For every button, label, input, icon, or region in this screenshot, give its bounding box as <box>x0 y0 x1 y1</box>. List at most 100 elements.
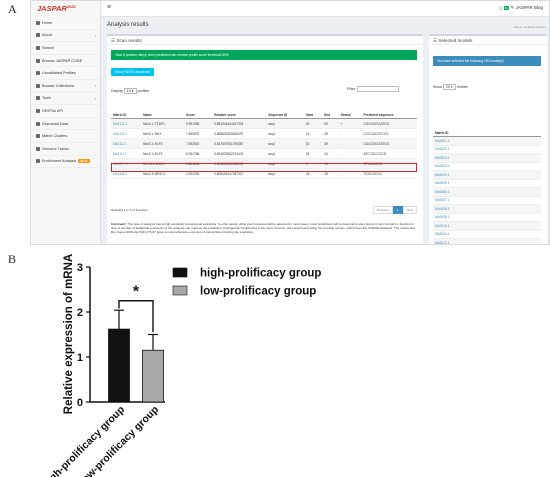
legend-label: low-prolificacy group <box>200 286 316 298</box>
column-header[interactable]: Relative score <box>212 112 267 119</box>
download-icon <box>36 121 40 126</box>
display-select[interactable]: 10 ▾ <box>123 88 137 94</box>
table-cell: NKX6-1::BARH <box>141 158 184 169</box>
cluster-icon <box>36 134 40 139</box>
sidebar-item[interactable]: Enrichment Analysis BETA <box>31 156 100 169</box>
scan-results-header: ☰ Scan results <box>107 36 423 45</box>
sidebar-item[interactable]: RESTful API <box>31 105 100 118</box>
logo[interactable]: JASPAR2022 <box>37 4 76 13</box>
matrix-id-link[interactable]: MA0006.1 <box>433 187 541 197</box>
collection-icon <box>36 83 40 88</box>
matrix-id-link[interactable]: MA0002.1 <box>433 145 541 154</box>
table-row: MA0004.1 <box>433 170 541 180</box>
table-row: MA0008.1 <box>433 204 541 214</box>
next-button[interactable]: Next <box>402 206 417 214</box>
table-cell: 0.824802346933092 <box>212 158 267 169</box>
table-cell: 30 <box>303 118 323 129</box>
page-button[interactable]: 1 <box>392 206 403 214</box>
matrix-id-link[interactable]: MA0009.1 <box>433 213 541 222</box>
significance-bracket <box>118 300 154 333</box>
chevron-left-icon: ‹ <box>94 95 96 101</box>
chevron-left-icon: ‹ <box>94 32 96 38</box>
matrix-id-link[interactable]: MA0012.1 <box>433 238 541 244</box>
matrix-id-link[interactable]: MA1536.1 <box>111 168 142 179</box>
wrench-icon <box>36 96 40 101</box>
column-header[interactable]: Sequence ID <box>266 112 304 119</box>
table-cell: Nkx3.1::ELF3 <box>141 138 184 149</box>
sidebar-item[interactable]: Browse JASPAR CORE <box>31 55 100 68</box>
y-tick-label: 2 <box>77 307 83 319</box>
show-entries-select[interactable]: 25 ▾ <box>443 84 456 90</box>
table-row: MA0003.1 <box>433 153 541 163</box>
panel-label-b: B <box>8 252 17 266</box>
scan-callout: Total 8 putative site(s) were predicted … <box>111 50 417 60</box>
sidebar-item-label: Download Data <box>42 121 68 126</box>
matrix-id-link[interactable]: MA0004.1 <box>433 170 541 180</box>
x-tick-label: high-prolificacy group <box>40 404 127 477</box>
column-header[interactable]: Start <box>303 112 323 119</box>
sidebar-item[interactable]: Genome Tracks <box>31 143 100 156</box>
topbar: ≡ 🛒10 ✎ JASPAR Blog <box>101 1 549 17</box>
table-cell: CGGCGGGATGG <box>361 138 417 149</box>
matrix-id-link[interactable]: MA0003.2 <box>433 162 541 171</box>
sidebar-item[interactable]: Unvalidated Profiles <box>31 67 100 80</box>
matrix-id-link[interactable]: MA0877.2 <box>111 158 142 169</box>
matrix-id-link[interactable]: MA1122.1 <box>111 128 142 139</box>
panel-label-a: A <box>8 2 17 16</box>
sidebar-item[interactable]: Browse Collections ‹ <box>31 80 100 93</box>
matrix-id-link[interactable]: MA0011.1 <box>433 230 541 239</box>
column-header[interactable]: End <box>322 112 339 119</box>
column-header[interactable]: Predicted sequence <box>361 112 417 119</box>
pagination: Previous 1 Next <box>372 206 417 214</box>
table-cell: seq1 <box>266 118 304 129</box>
table-row: MA0011.1 <box>433 230 541 239</box>
column-header[interactable]: Matrix ID <box>433 130 541 137</box>
table-cell: GTGAGCGG <box>361 158 417 169</box>
cart-icon[interactable]: 🛒10 <box>498 5 509 10</box>
list-icon <box>36 58 40 63</box>
column-header[interactable]: Strand <box>338 112 362 119</box>
previous-button[interactable]: Previous <box>372 206 393 214</box>
table-cell: 7.952515 <box>183 138 213 149</box>
column-header[interactable]: Score <box>183 112 213 119</box>
column-header[interactable]: Matrix ID <box>111 112 142 119</box>
sidebar-item-label: Home <box>42 20 53 25</box>
sidebar-item[interactable]: About ‹ <box>31 30 100 43</box>
matrix-id-link[interactable]: MA0010.1 <box>433 221 541 231</box>
menu-toggle-icon[interactable]: ≡ <box>107 4 112 11</box>
matrix-id-link[interactable]: MA0007.2 <box>433 196 541 205</box>
sidebar-item[interactable]: Home <box>31 17 100 30</box>
table-cell: 0.824929082073476 <box>212 148 267 159</box>
sidebar-item-label: Browse Collections <box>42 83 75 88</box>
sidebar-item-label: RESTful API <box>42 108 64 113</box>
file-icon <box>36 71 40 76</box>
table-cell: - <box>338 148 362 159</box>
table-cell: seq1 <box>266 128 304 139</box>
table-cell: 24 <box>303 168 323 179</box>
breadcrumb[interactable]: Home › Analysis results <box>513 25 545 29</box>
matrix-id-link[interactable]: MA0001.2 <box>433 136 541 146</box>
show-fasta-button[interactable]: Show FASTA Sequence <box>111 68 154 76</box>
matrix-id-link[interactable]: MA1111.1 <box>111 138 142 149</box>
table-cell: ATCCGCCGCG <box>361 148 417 159</box>
sidebar-item[interactable]: Search <box>31 42 100 55</box>
matrix-id-link[interactable]: MA0003.1 <box>433 153 541 163</box>
filter-input[interactable] <box>356 86 399 92</box>
table-cell: 39 <box>322 138 339 149</box>
sidebar-item[interactable]: Matrix Clusters <box>31 130 100 143</box>
matrix-id-link[interactable]: MA1122.1 <box>111 118 142 129</box>
blog-link[interactable]: ✎ JASPAR Blog <box>510 5 543 10</box>
y-tick-label: 0 <box>77 397 83 409</box>
table-cell: 34 <box>322 148 339 159</box>
sidebar-item[interactable]: Download Data <box>31 118 100 131</box>
matrix-id-link[interactable]: MA0005.1 <box>433 179 541 188</box>
legend-label: high-prolificacy group <box>200 268 321 280</box>
table-row: MA0009.1 <box>433 213 541 222</box>
sidebar-item[interactable]: Tools ‹ <box>31 93 100 106</box>
matrix-id-link[interactable]: MA0008.1 <box>433 204 541 214</box>
table-info: Showing 1 to 6 of 6 entries <box>111 208 148 212</box>
column-header[interactable]: Name <box>141 112 184 119</box>
table-cell: 9.951958 <box>183 118 213 129</box>
matrix-id-link[interactable]: MA1111.1 <box>111 148 142 159</box>
